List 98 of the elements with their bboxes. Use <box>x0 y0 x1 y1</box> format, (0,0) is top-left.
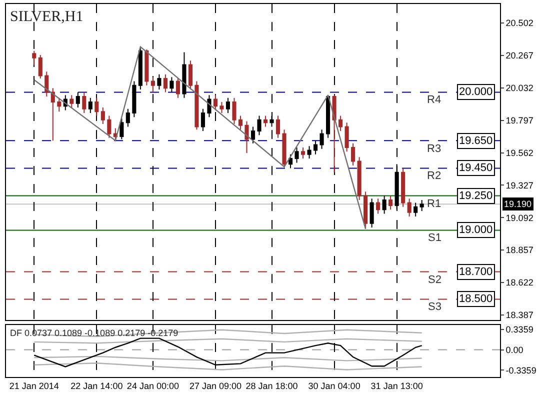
ref-line-label: R3 <box>427 143 442 155</box>
candlestick <box>407 198 412 218</box>
candlestick <box>150 76 155 93</box>
candlestick <box>157 74 162 90</box>
x-tick-label: 21 Jan 2014 <box>9 380 59 391</box>
y-tick-label: 20.267 <box>506 50 534 61</box>
candlestick <box>220 101 224 114</box>
candlestick <box>282 129 286 168</box>
candlestick <box>50 88 55 142</box>
y-tick-label: 18.387 <box>506 310 534 320</box>
candlestick <box>388 195 393 210</box>
y-tick-label: 19.797 <box>506 115 534 126</box>
candlestick <box>226 97 230 114</box>
candlestick <box>238 115 243 130</box>
candlestick <box>420 199 424 212</box>
candlestick <box>326 96 330 138</box>
x-tick-label: 27 Jan 09:00 <box>189 380 242 391</box>
candlestick <box>244 120 249 154</box>
annotation: 19.190 <box>504 199 532 209</box>
annotation: 18.500 <box>459 293 493 305</box>
candlestick <box>213 94 218 111</box>
candlestick <box>382 195 386 214</box>
candlestick <box>200 108 206 132</box>
annotation: 19.250 <box>459 190 493 202</box>
candlestick <box>132 80 136 118</box>
candlestick <box>88 97 92 114</box>
candlestick <box>182 52 186 98</box>
x-tick-label: 28 Jan 18:00 <box>246 380 298 391</box>
candlestick <box>120 118 124 140</box>
candlestick <box>170 76 174 93</box>
y-tick-label: 19.327 <box>506 180 534 190</box>
y-tick-label: 0.3359 <box>506 324 534 335</box>
x-tick-label: 30 Jan 04:00 <box>308 380 360 391</box>
ref-line-label: R1 <box>427 198 442 210</box>
annotation: 19.650 <box>459 135 493 147</box>
candlestick <box>163 74 168 93</box>
ref-line-label: S1 <box>428 232 442 244</box>
x-tick-label: 31 Jan 13:00 <box>370 380 423 391</box>
candlestick <box>76 92 80 108</box>
ref-line-label: R2 <box>427 170 442 182</box>
candlestick <box>288 154 293 169</box>
y-tick-label: 20.502 <box>506 18 534 28</box>
candlestick <box>126 108 130 128</box>
candlestick <box>401 168 406 208</box>
annotation: 19.000 <box>459 224 493 236</box>
candlestick <box>44 71 49 97</box>
candlestick <box>176 78 180 98</box>
y-tick-label: 18.857 <box>506 245 534 256</box>
candlestick <box>307 146 312 160</box>
candlestick <box>94 97 99 116</box>
candlestick <box>250 126 256 144</box>
annotation: 19.450 <box>459 162 493 174</box>
candlestick <box>70 94 74 108</box>
annotation: 20.000 <box>459 86 493 98</box>
candlestick <box>32 50 36 66</box>
candlestick <box>263 115 268 128</box>
candlestick <box>82 92 86 114</box>
candlestick <box>57 97 62 112</box>
candlestick <box>357 156 362 200</box>
ref-line-label: R4 <box>427 94 442 106</box>
candlestick <box>351 142 356 166</box>
y-tick-label: 20.032 <box>506 83 534 94</box>
y-tick-label: 19.092 <box>506 212 534 223</box>
y-tick-label: -0.3359 <box>506 365 536 376</box>
ref-line-label: S3 <box>428 301 442 313</box>
x-tick-label: 24 Jan 00:00 <box>126 380 179 391</box>
candlestick <box>107 115 112 138</box>
candlestick <box>138 46 142 90</box>
candlestick <box>188 60 192 90</box>
candlestick <box>300 147 306 160</box>
candlestick <box>376 198 380 214</box>
chart-title: DF 0.0737 0.1089 -0.1089 0.2179 -0.2179 <box>10 328 178 338</box>
candlestick <box>257 115 262 136</box>
candlestick <box>100 106 105 125</box>
line-series <box>34 46 366 230</box>
candlestick <box>294 147 299 164</box>
chart-title: SILVER,H1 <box>10 9 84 25</box>
candlestick <box>144 49 149 86</box>
ref-line-label: S2 <box>428 274 442 286</box>
candlestick <box>344 122 349 152</box>
candlestick <box>320 129 324 150</box>
candlestick <box>364 191 368 230</box>
candlestick <box>194 80 199 130</box>
y-tick-label: 0.00 <box>506 344 524 355</box>
annotation: 18.700 <box>459 266 493 278</box>
candlestick <box>232 97 236 125</box>
candlestick <box>370 198 374 228</box>
candlestick <box>276 115 280 138</box>
x-tick-label: 22 Jan 14:00 <box>70 380 123 391</box>
candlestick <box>332 94 336 173</box>
line-series <box>34 362 422 370</box>
y-tick-label: 19.562 <box>506 148 534 158</box>
y-tick-label: 18.622 <box>506 278 534 288</box>
candlestick <box>314 140 318 155</box>
candlestick <box>414 202 418 218</box>
candlestick <box>338 115 343 132</box>
candlestick <box>38 54 42 80</box>
candlestick <box>207 94 212 118</box>
